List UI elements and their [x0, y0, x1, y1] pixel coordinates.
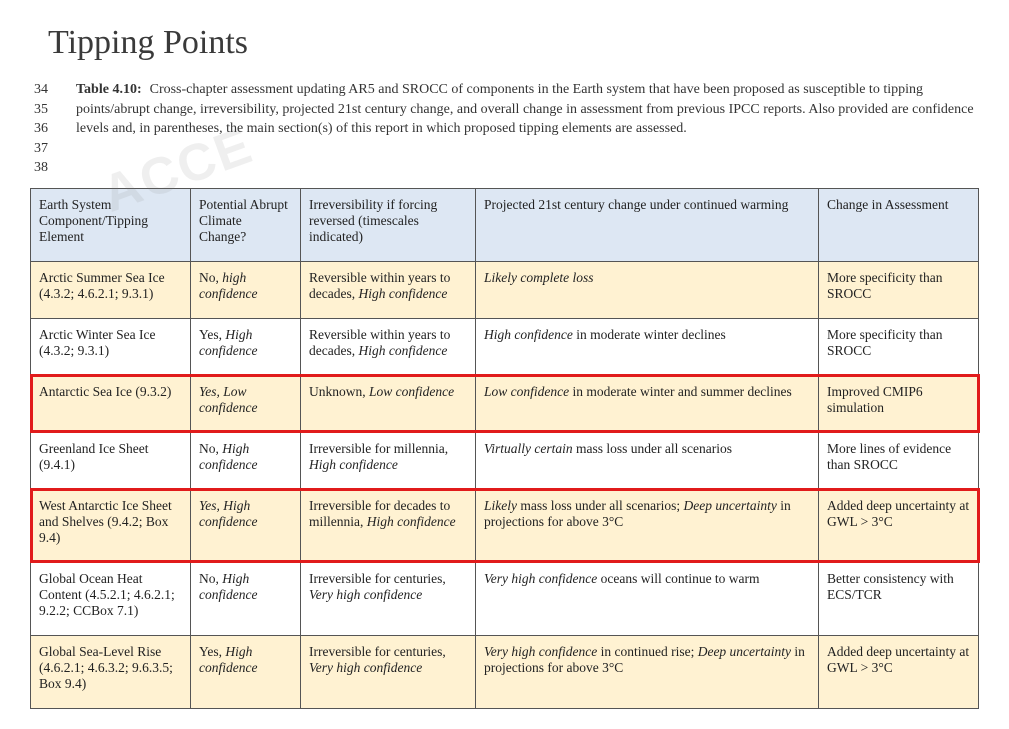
- col-header: Earth System Component/Tipping Element: [31, 188, 191, 261]
- col-header: Potential Abrupt Climate Change?: [191, 188, 301, 261]
- table-header-row: Earth System Component/Tipping Element P…: [31, 188, 979, 261]
- cell-projected: Very high confidence in continued rise; …: [476, 635, 819, 708]
- line-number: 34: [34, 80, 76, 100]
- table-row: Arctic Summer Sea Ice (4.3.2; 4.6.2.1; 9…: [31, 261, 979, 318]
- cell-irreversibility: Irreversible for centuries, Very high co…: [301, 562, 476, 635]
- table-row: Global Sea-Level Rise (4.6.2.1; 4.6.3.2;…: [31, 635, 979, 708]
- line-number: 36: [34, 119, 76, 139]
- cell-irreversibility: Irreversible for millennia, High confide…: [301, 432, 476, 489]
- cell-projected: Likely mass loss under all scenarios; De…: [476, 489, 819, 562]
- table-caption-block: 34 35 36 37 38 Table 4.10:Cross-chapter …: [30, 80, 979, 178]
- caption-text: Table 4.10:Cross-chapter assessment upda…: [76, 80, 979, 178]
- cell-component: Greenland Ice Sheet (9.4.1): [31, 432, 191, 489]
- table-row: Global Ocean Heat Content (4.5.2.1; 4.6.…: [31, 562, 979, 635]
- cell-assessment: Added deep uncertainty at GWL > 3°C: [819, 489, 979, 562]
- line-numbers: 34 35 36 37 38: [30, 80, 76, 178]
- cell-abrupt: No, High confidence: [191, 562, 301, 635]
- cell-irreversibility: Unknown, Low confidence: [301, 375, 476, 432]
- cell-irreversibility: Irreversible for decades to millennia, H…: [301, 489, 476, 562]
- line-number: 38: [34, 158, 76, 178]
- table-row: Antarctic Sea Ice (9.3.2)Yes, Low confid…: [31, 375, 979, 432]
- cell-abrupt: Yes, Low confidence: [191, 375, 301, 432]
- table-row: West Antarctic Ice Sheet and Shelves (9.…: [31, 489, 979, 562]
- cell-assessment: Added deep uncertainty at GWL > 3°C: [819, 635, 979, 708]
- cell-projected: Likely complete loss: [476, 261, 819, 318]
- table-row: Greenland Ice Sheet (9.4.1)No, High conf…: [31, 432, 979, 489]
- col-header: Projected 21st century change under cont…: [476, 188, 819, 261]
- line-number: 35: [34, 100, 76, 120]
- table-label: Table 4.10:: [76, 82, 142, 97]
- cell-projected: Virtually certain mass loss under all sc…: [476, 432, 819, 489]
- cell-component: Global Sea-Level Rise (4.6.2.1; 4.6.3.2;…: [31, 635, 191, 708]
- cell-irreversibility: Reversible within years to decades, High…: [301, 318, 476, 375]
- cell-component: Arctic Summer Sea Ice (4.3.2; 4.6.2.1; 9…: [31, 261, 191, 318]
- col-header: Change in Assessment: [819, 188, 979, 261]
- cell-abrupt: No, high confidence: [191, 261, 301, 318]
- cell-projected: Very high confidence oceans will continu…: [476, 562, 819, 635]
- cell-assessment: Improved CMIP6 simulation: [819, 375, 979, 432]
- cell-abrupt: Yes, High confidence: [191, 635, 301, 708]
- cell-assessment: Better consistency with ECS/TCR: [819, 562, 979, 635]
- cell-abrupt: Yes, High confidence: [191, 318, 301, 375]
- cell-assessment: More specificity than SROCC: [819, 318, 979, 375]
- cell-abrupt: No, High confidence: [191, 432, 301, 489]
- cell-component: West Antarctic Ice Sheet and Shelves (9.…: [31, 489, 191, 562]
- cell-assessment: More specificity than SROCC: [819, 261, 979, 318]
- cell-component: Global Ocean Heat Content (4.5.2.1; 4.6.…: [31, 562, 191, 635]
- cell-irreversibility: Reversible within years to decades, High…: [301, 261, 476, 318]
- cell-abrupt: Yes, High confidence: [191, 489, 301, 562]
- col-header: Irreversibility if forcing reversed (tim…: [301, 188, 476, 261]
- page-title: Tipping Points: [48, 24, 979, 62]
- cell-component: Arctic Winter Sea Ice (4.3.2; 9.3.1): [31, 318, 191, 375]
- line-number: 37: [34, 139, 76, 159]
- tipping-points-table: Earth System Component/Tipping Element P…: [30, 188, 979, 709]
- cell-irreversibility: Irreversible for centuries, Very high co…: [301, 635, 476, 708]
- table-row: Arctic Winter Sea Ice (4.3.2; 9.3.1)Yes,…: [31, 318, 979, 375]
- cell-component: Antarctic Sea Ice (9.3.2): [31, 375, 191, 432]
- caption-body: Cross-chapter assessment updating AR5 an…: [76, 82, 974, 136]
- cell-projected: Low confidence in moderate winter and su…: [476, 375, 819, 432]
- table-body: Arctic Summer Sea Ice (4.3.2; 4.6.2.1; 9…: [31, 261, 979, 708]
- cell-projected: High confidence in moderate winter decli…: [476, 318, 819, 375]
- cell-assessment: More lines of evidence than SROCC: [819, 432, 979, 489]
